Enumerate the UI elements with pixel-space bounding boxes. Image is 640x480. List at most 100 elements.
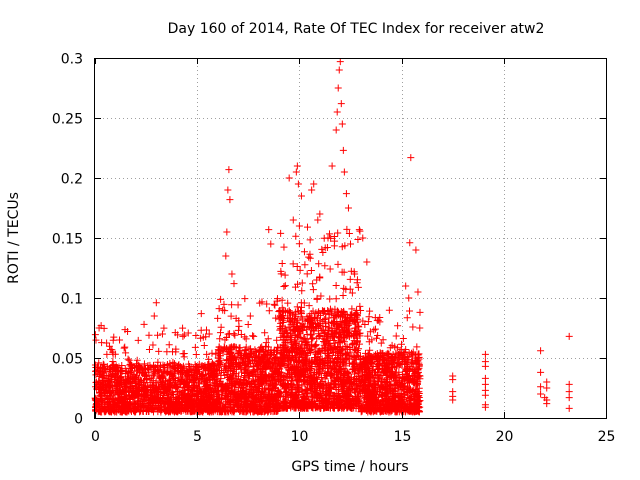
data-point	[228, 301, 236, 309]
data-point	[154, 331, 162, 339]
y-tick-label: 0.15	[52, 232, 83, 248]
data-point	[217, 295, 225, 303]
data-point	[328, 162, 336, 170]
data-point	[222, 252, 230, 260]
data-point	[151, 369, 159, 377]
data-point	[208, 402, 216, 410]
data-point	[92, 336, 100, 344]
data-point	[354, 283, 362, 291]
data-point	[144, 382, 152, 390]
data-point	[176, 389, 184, 397]
data-point	[198, 388, 206, 396]
data-point	[210, 382, 218, 390]
data-point	[117, 377, 125, 385]
data-point	[109, 357, 117, 365]
data-point	[565, 394, 573, 402]
data-point	[177, 375, 185, 383]
data-point	[159, 391, 167, 399]
data-point	[179, 332, 187, 340]
data-point	[154, 384, 162, 392]
data-point	[321, 262, 329, 270]
data-point	[200, 365, 208, 373]
data-point	[366, 346, 374, 354]
data-point	[191, 407, 199, 415]
data-point	[412, 246, 420, 254]
data-point	[379, 336, 387, 344]
data-point	[220, 300, 228, 308]
data-point	[414, 288, 422, 296]
data-point	[202, 390, 210, 398]
data-point	[140, 371, 148, 379]
data-point	[334, 260, 342, 268]
data-point	[316, 210, 324, 218]
x-tick-label: 25	[598, 429, 616, 445]
data-point	[402, 282, 410, 290]
data-point	[543, 400, 551, 408]
y-tick-label: 0.3	[61, 52, 83, 68]
x-tick-label: 15	[394, 429, 412, 445]
x-tick-label: 5	[193, 429, 202, 445]
data-point	[334, 229, 342, 237]
data-point	[110, 361, 118, 369]
data-point	[180, 331, 188, 339]
data-point	[377, 339, 385, 347]
data-point	[140, 320, 148, 328]
data-point	[392, 332, 400, 340]
data-point	[93, 363, 101, 371]
data-point	[405, 294, 413, 302]
data-point	[121, 326, 129, 334]
data-point	[129, 388, 137, 396]
data-point	[333, 108, 341, 116]
x-tick-label: 20	[496, 429, 514, 445]
data-point	[155, 347, 163, 355]
data-point	[214, 314, 222, 322]
data-point	[209, 361, 217, 369]
data-point	[208, 349, 216, 357]
data-point	[196, 400, 204, 408]
data-point	[204, 382, 212, 390]
data-point	[157, 406, 165, 414]
data-point	[175, 395, 183, 403]
data-point	[139, 397, 147, 405]
data-point	[339, 291, 347, 299]
data-point	[111, 371, 119, 379]
data-point	[187, 396, 195, 404]
data-point	[207, 407, 215, 415]
data-point	[110, 333, 118, 341]
data-point	[190, 372, 198, 380]
data-point	[206, 364, 214, 372]
data-point	[180, 379, 188, 387]
data-point	[267, 240, 275, 248]
data-point	[203, 350, 211, 358]
data-point	[197, 310, 205, 318]
data-point	[204, 403, 212, 411]
data-point	[228, 270, 236, 278]
data-point	[318, 245, 326, 253]
data-point	[164, 368, 172, 376]
data-point	[174, 367, 182, 375]
data-point	[121, 343, 129, 351]
data-point	[125, 391, 133, 399]
data-point	[185, 403, 193, 411]
data-point	[310, 180, 318, 188]
data-point	[264, 335, 272, 343]
data-point	[180, 391, 188, 399]
data-point	[100, 407, 108, 415]
data-point	[161, 399, 169, 407]
data-point	[205, 355, 213, 363]
data-point	[177, 400, 185, 408]
data-point	[154, 358, 162, 366]
data-point	[355, 226, 363, 234]
data-point	[306, 236, 314, 244]
data-point	[217, 323, 225, 331]
data-point	[149, 341, 157, 349]
data-point	[201, 378, 209, 386]
data-point	[103, 350, 111, 358]
data-point	[340, 168, 348, 176]
data-point	[145, 331, 153, 339]
data-point	[185, 386, 193, 394]
y-tick-label: 0.25	[52, 112, 83, 128]
data-point	[537, 383, 545, 391]
data-point	[250, 332, 258, 340]
data-point	[122, 375, 130, 383]
